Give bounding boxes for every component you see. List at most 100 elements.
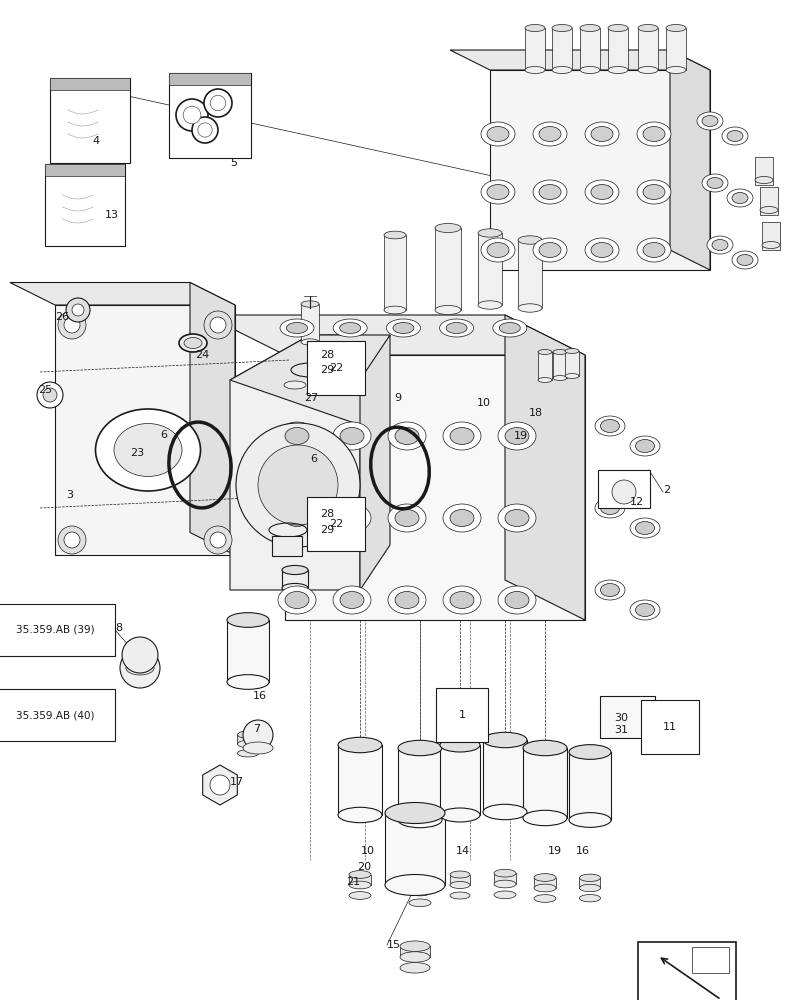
Ellipse shape [301, 339, 319, 345]
Ellipse shape [340, 591, 363, 608]
Ellipse shape [642, 184, 664, 200]
Text: 29: 29 [320, 525, 334, 535]
Ellipse shape [539, 126, 560, 141]
Ellipse shape [636, 122, 670, 146]
Text: 24: 24 [195, 350, 209, 360]
Ellipse shape [384, 231, 406, 239]
Ellipse shape [517, 236, 541, 244]
Ellipse shape [449, 871, 470, 878]
Ellipse shape [607, 24, 627, 31]
Text: 29: 29 [320, 365, 334, 375]
Ellipse shape [525, 24, 544, 31]
Circle shape [210, 775, 230, 795]
Ellipse shape [227, 613, 268, 627]
Ellipse shape [333, 504, 371, 532]
Ellipse shape [388, 586, 426, 614]
Text: 19: 19 [513, 431, 527, 441]
FancyBboxPatch shape [272, 536, 302, 556]
Bar [551, 28, 571, 70]
Ellipse shape [584, 122, 618, 146]
Circle shape [236, 423, 359, 547]
Circle shape [611, 480, 635, 504]
Circle shape [58, 526, 86, 554]
Ellipse shape [487, 126, 508, 141]
Ellipse shape [435, 223, 461, 233]
Ellipse shape [237, 750, 258, 757]
Ellipse shape [726, 189, 752, 207]
FancyBboxPatch shape [50, 78, 130, 162]
Ellipse shape [721, 127, 747, 145]
Bar [761, 222, 779, 250]
Text: 8: 8 [115, 623, 122, 633]
Ellipse shape [478, 301, 501, 309]
Ellipse shape [384, 802, 444, 824]
Circle shape [43, 388, 57, 402]
Bar [665, 28, 685, 70]
Ellipse shape [440, 808, 479, 822]
Ellipse shape [480, 180, 514, 204]
Ellipse shape [534, 895, 556, 902]
FancyBboxPatch shape [45, 164, 125, 246]
Ellipse shape [579, 895, 600, 902]
Ellipse shape [400, 941, 430, 951]
Ellipse shape [237, 740, 258, 748]
FancyBboxPatch shape [599, 696, 654, 738]
Ellipse shape [126, 661, 154, 675]
Text: 11: 11 [663, 722, 676, 732]
Ellipse shape [285, 591, 309, 608]
Ellipse shape [281, 583, 307, 593]
Bar [579, 878, 600, 888]
Circle shape [176, 99, 208, 131]
Ellipse shape [569, 745, 610, 759]
Ellipse shape [449, 510, 474, 526]
Ellipse shape [590, 184, 612, 200]
Ellipse shape [493, 891, 515, 899]
Bar [50, 78, 130, 90]
Ellipse shape [449, 428, 474, 444]
Ellipse shape [285, 510, 309, 526]
Bar [607, 28, 627, 70]
Ellipse shape [579, 874, 600, 881]
Circle shape [72, 304, 84, 316]
Ellipse shape [504, 428, 528, 444]
Text: 14: 14 [456, 846, 470, 856]
Ellipse shape [449, 591, 474, 608]
Text: 31: 31 [613, 725, 627, 735]
Ellipse shape [286, 322, 307, 334]
Ellipse shape [497, 504, 535, 532]
Ellipse shape [492, 319, 526, 337]
Bar [409, 881, 431, 892]
Text: 19: 19 [547, 846, 561, 856]
Ellipse shape [409, 888, 431, 896]
Ellipse shape [227, 675, 268, 689]
Circle shape [58, 311, 86, 339]
Bar [569, 752, 610, 820]
Bar [301, 304, 319, 342]
Ellipse shape [635, 440, 654, 452]
Circle shape [204, 526, 232, 554]
Ellipse shape [579, 66, 599, 74]
Text: 16: 16 [253, 691, 267, 701]
Ellipse shape [636, 238, 670, 262]
Ellipse shape [499, 322, 520, 334]
Bar [538, 352, 551, 380]
Text: 25: 25 [38, 385, 52, 395]
Ellipse shape [394, 428, 418, 444]
Ellipse shape [637, 24, 657, 31]
Text: 17: 17 [230, 777, 244, 787]
Ellipse shape [280, 319, 314, 337]
Circle shape [64, 317, 80, 333]
Circle shape [183, 106, 200, 124]
Ellipse shape [333, 422, 371, 450]
Circle shape [210, 317, 225, 333]
Ellipse shape [284, 381, 306, 389]
Ellipse shape [584, 180, 618, 204]
Ellipse shape [337, 807, 381, 823]
Ellipse shape [696, 112, 722, 130]
Text: 35.359.AB (39): 35.359.AB (39) [15, 625, 94, 635]
Ellipse shape [534, 874, 556, 881]
Ellipse shape [497, 586, 535, 614]
Text: 2: 2 [663, 485, 669, 495]
Bar [517, 240, 541, 308]
Ellipse shape [564, 349, 578, 353]
